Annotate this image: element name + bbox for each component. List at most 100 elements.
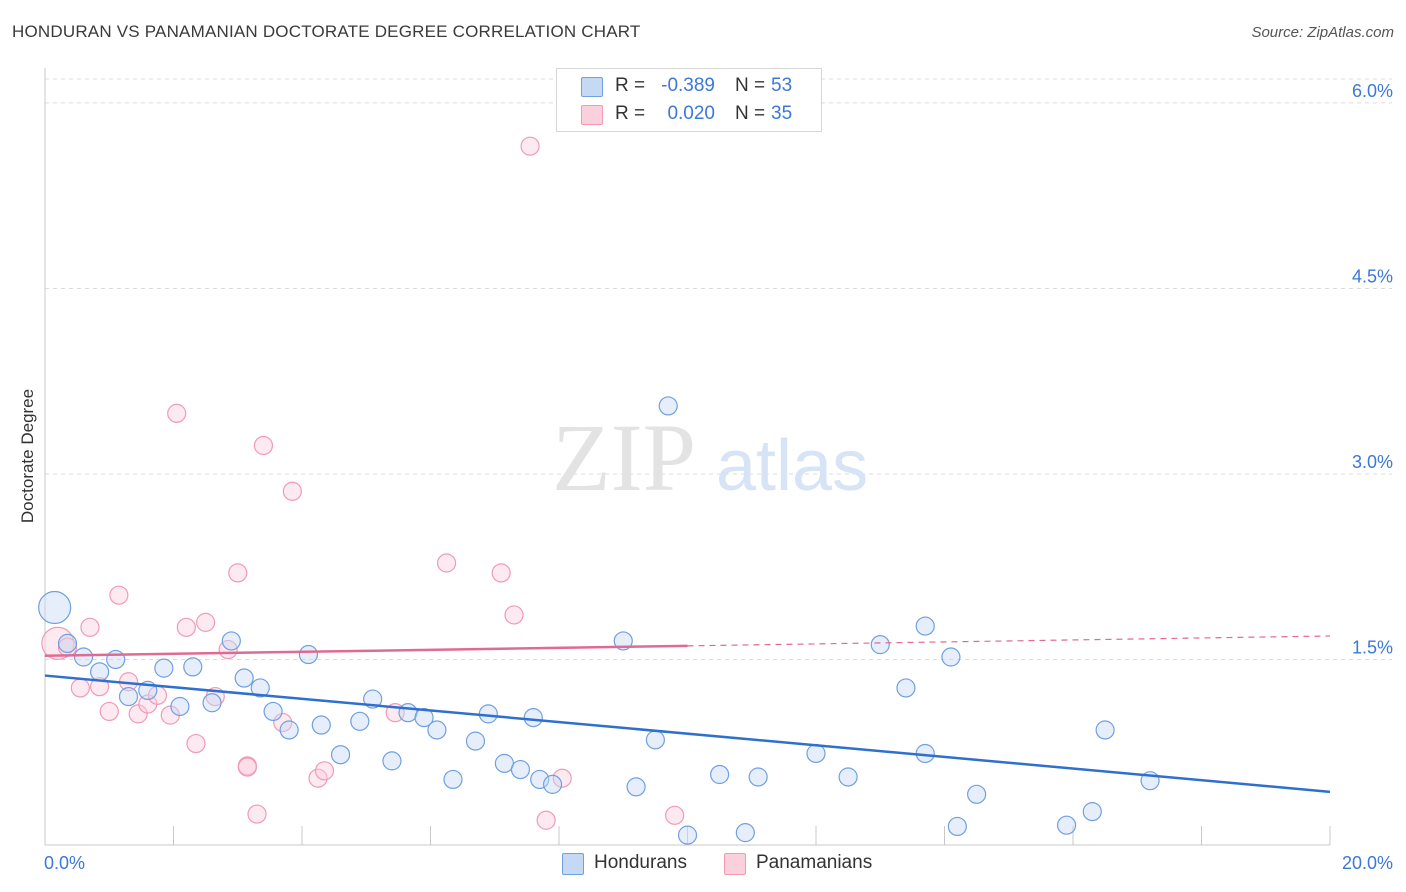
hondurans-point xyxy=(838,767,858,787)
hondurans-point xyxy=(870,635,890,655)
panamanians-point xyxy=(665,805,685,825)
panamanians-label: Panamanians xyxy=(756,852,873,873)
hondurans-point xyxy=(710,764,730,785)
panamanians-swatch xyxy=(724,853,746,875)
panamanians-point xyxy=(99,701,119,722)
watermark-atlas: atlas xyxy=(716,426,868,506)
panamanians-point xyxy=(308,768,328,788)
hondurans-point xyxy=(170,696,190,717)
panamanians-point xyxy=(314,761,335,781)
hondurans-point xyxy=(806,743,826,764)
hondurans-point xyxy=(494,753,514,773)
watermark: ZIP atlas xyxy=(552,404,868,511)
x-tick-label: 20.0% xyxy=(1342,853,1393,873)
panamanians-point xyxy=(282,481,302,501)
hondurans-point xyxy=(38,590,72,625)
hondurans-point xyxy=(1095,720,1115,740)
panamanians-point xyxy=(237,757,257,777)
hondurans-point xyxy=(382,751,402,771)
tick-labels: 1.5% 3.0% 4.5% 6.0% 0.0% 20.0% xyxy=(44,81,1393,873)
hondurans-swatch xyxy=(581,77,603,97)
hondurans-point xyxy=(1082,802,1102,822)
panamanians-point xyxy=(70,678,90,698)
panamanians-point xyxy=(196,612,216,632)
hondurans-point xyxy=(279,720,299,740)
y-tick-label: 3.0% xyxy=(1352,452,1393,472)
panamanians-point xyxy=(41,626,75,661)
trendlines xyxy=(44,635,1331,794)
hondurans-point xyxy=(221,631,241,651)
panamanians-point xyxy=(552,768,572,788)
hondurans-point xyxy=(626,777,646,797)
n-value: 35 xyxy=(771,103,793,124)
panamanians-point xyxy=(90,677,110,697)
hondurans-point xyxy=(530,769,550,790)
hondurans-point xyxy=(748,767,768,787)
hondurans-point xyxy=(183,657,203,677)
hondurans-point xyxy=(735,823,755,843)
hondurans-point xyxy=(330,745,351,765)
hondurans-point xyxy=(1056,815,1077,835)
hondurans-point xyxy=(350,711,370,731)
hondurans-point xyxy=(645,730,665,750)
panamanians-point xyxy=(186,733,206,754)
panamanians-point xyxy=(228,563,248,583)
hondurans-point xyxy=(398,703,418,723)
n-label: N = xyxy=(735,103,766,124)
y-tick-label: 4.5% xyxy=(1352,266,1393,286)
y-tick-label: 1.5% xyxy=(1352,637,1393,657)
hondurans-point xyxy=(443,769,463,790)
hondurans-point xyxy=(234,668,254,688)
panamanians-points xyxy=(41,136,685,830)
panamanians-point xyxy=(436,553,457,573)
panamanians-point xyxy=(167,403,187,423)
panamanians-point xyxy=(176,617,196,637)
panamanians-point xyxy=(253,435,274,456)
hondurans-point xyxy=(427,720,447,740)
hondurans-point xyxy=(298,644,319,665)
watermark-zip: ZIP xyxy=(552,404,696,511)
hondurans-point xyxy=(510,759,531,780)
n-value: 53 xyxy=(771,75,793,96)
source-label: Source: ZipAtlas.com xyxy=(1251,24,1394,41)
hondurans-point xyxy=(118,686,139,707)
panamanians-point xyxy=(80,617,100,637)
hondurans-trendline xyxy=(44,674,1331,794)
hondurans-point xyxy=(967,784,987,804)
chart-title: HONDURAN VS PANAMANIAN DOCTORATE DEGREE … xyxy=(12,22,641,41)
r-label: R = xyxy=(615,75,646,96)
hondurans-point xyxy=(947,816,967,837)
y-tick-label: 6.0% xyxy=(1352,81,1393,101)
hondurans-point xyxy=(465,731,486,751)
panamanians-swatch xyxy=(581,105,603,125)
panamanians-point xyxy=(109,585,129,605)
legend-row-hondurans: R = -0.389 N = 53 xyxy=(557,75,821,99)
hondurans-point xyxy=(202,693,222,713)
correlation-legend: R = -0.389 N = 53 R = 0.020 N = 35 xyxy=(556,68,822,132)
panamanians-point xyxy=(247,804,267,824)
n-label: N = xyxy=(735,75,766,96)
panamanians-point xyxy=(273,712,293,733)
r-label: R = xyxy=(615,103,646,124)
hondurans-point xyxy=(90,662,110,682)
hondurans-point xyxy=(915,616,935,636)
hondurans-label: Hondurans xyxy=(594,852,687,873)
panamanians-point xyxy=(128,704,148,724)
hondurans-point xyxy=(896,678,916,698)
hondurans-point xyxy=(73,647,94,667)
y-axis-label: Doctorate Degree xyxy=(18,388,37,524)
hondurans-point xyxy=(311,715,331,735)
hondurans-point xyxy=(154,658,174,678)
x-tick-label: 0.0% xyxy=(44,853,85,873)
r-value: -0.389 xyxy=(661,75,715,96)
hondurans-point xyxy=(106,649,126,670)
hondurans-point xyxy=(250,678,270,698)
hondurans-point xyxy=(542,774,563,794)
hondurans-swatch xyxy=(562,853,584,875)
panamanians-point xyxy=(520,136,540,156)
hondurans-point xyxy=(677,825,698,845)
panamanians-point xyxy=(504,605,524,625)
hondurans-point xyxy=(941,647,961,667)
hondurans-point xyxy=(658,396,678,416)
